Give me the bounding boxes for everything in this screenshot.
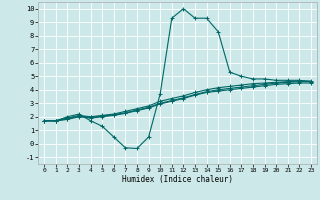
X-axis label: Humidex (Indice chaleur): Humidex (Indice chaleur) [122, 175, 233, 184]
